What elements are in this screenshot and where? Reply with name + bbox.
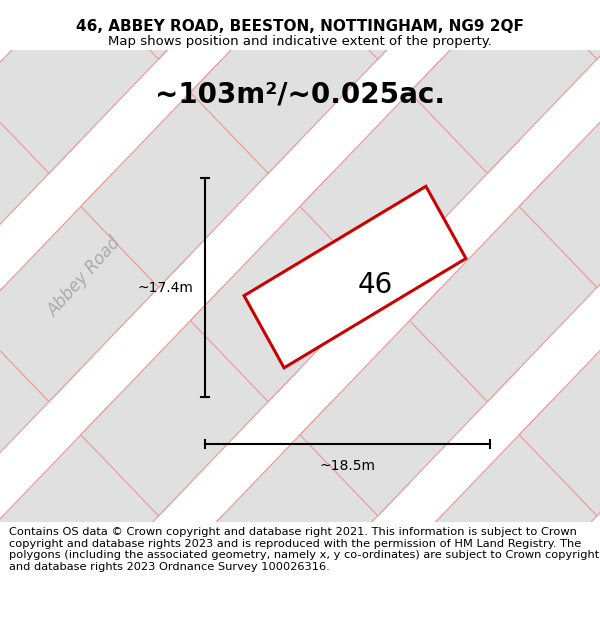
Polygon shape — [410, 0, 600, 173]
Text: 46, ABBEY ROAD, BEESTON, NOTTINGHAM, NG9 2QF: 46, ABBEY ROAD, BEESTON, NOTTINGHAM, NG9… — [76, 19, 524, 34]
Text: Contains OS data © Crown copyright and database right 2021. This information is : Contains OS data © Crown copyright and d… — [9, 527, 599, 572]
Text: Abbey Road: Abbey Road — [45, 234, 125, 320]
Polygon shape — [190, 0, 410, 173]
Text: 46: 46 — [358, 271, 392, 299]
Polygon shape — [0, 402, 190, 625]
Polygon shape — [0, 516, 81, 625]
Polygon shape — [81, 0, 300, 59]
Polygon shape — [190, 173, 410, 402]
Polygon shape — [519, 59, 600, 288]
Polygon shape — [300, 516, 519, 625]
Text: ~17.4m: ~17.4m — [137, 281, 193, 294]
Polygon shape — [190, 402, 410, 625]
Polygon shape — [0, 288, 81, 516]
Polygon shape — [410, 402, 600, 625]
Polygon shape — [519, 0, 600, 59]
Polygon shape — [519, 288, 600, 516]
Polygon shape — [244, 186, 466, 368]
Polygon shape — [300, 59, 519, 288]
Text: ~18.5m: ~18.5m — [320, 459, 376, 473]
Polygon shape — [519, 516, 600, 625]
Polygon shape — [0, 0, 81, 59]
Polygon shape — [81, 59, 300, 288]
Polygon shape — [0, 173, 190, 402]
Polygon shape — [0, 59, 81, 288]
Text: Map shows position and indicative extent of the property.: Map shows position and indicative extent… — [108, 36, 492, 48]
Text: ~103m²/~0.025ac.: ~103m²/~0.025ac. — [155, 81, 445, 109]
Polygon shape — [300, 0, 519, 59]
Polygon shape — [0, 0, 190, 173]
Polygon shape — [81, 288, 300, 516]
Polygon shape — [300, 288, 519, 516]
Polygon shape — [410, 173, 600, 402]
Polygon shape — [81, 516, 300, 625]
